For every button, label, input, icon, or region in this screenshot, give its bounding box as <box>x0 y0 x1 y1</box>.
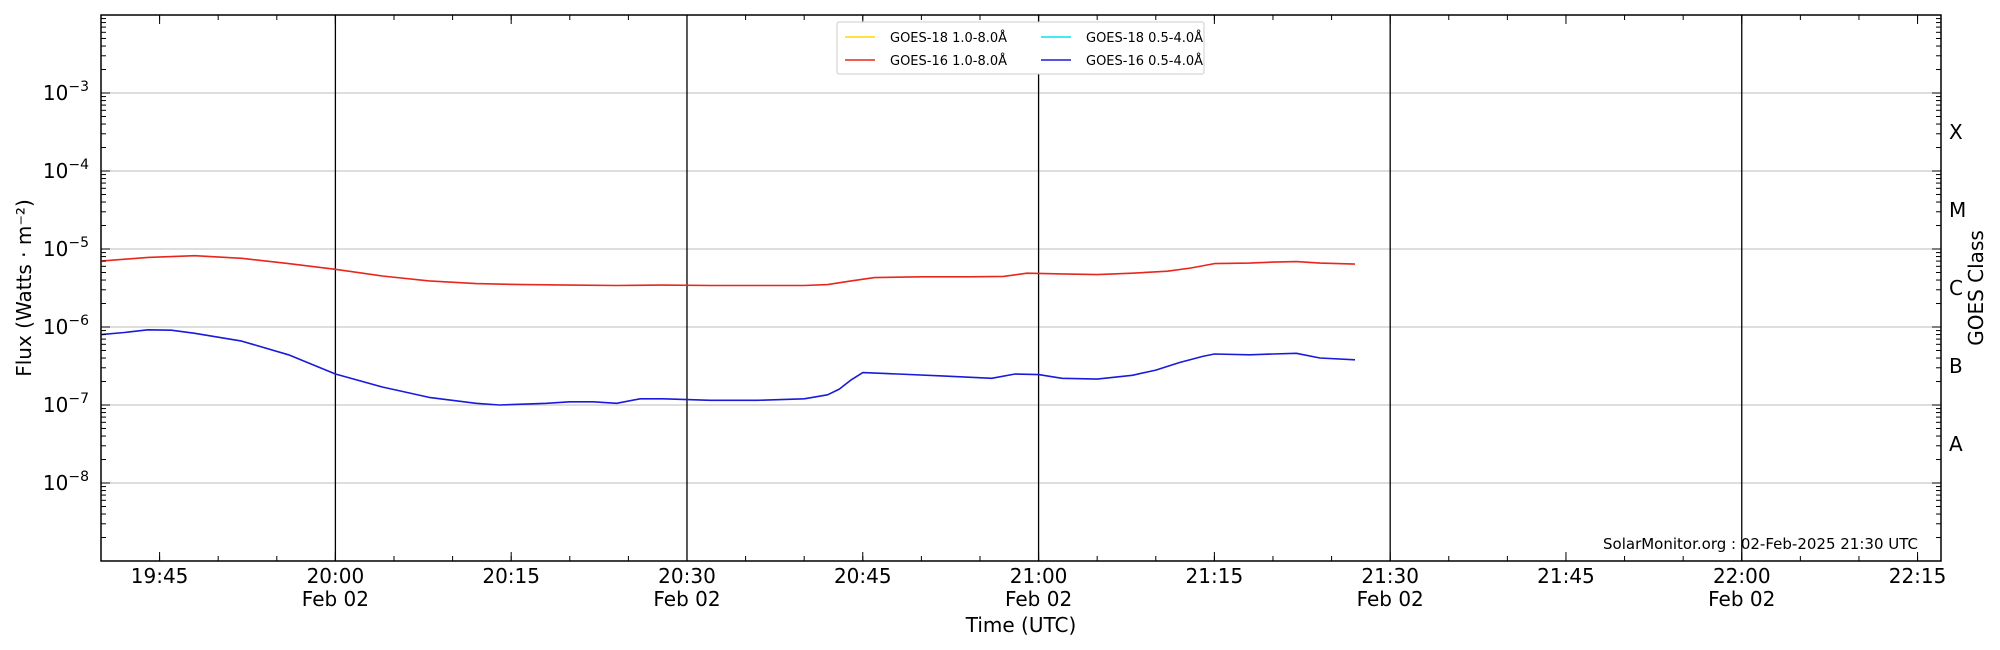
goes-class-m: M <box>1949 198 1966 222</box>
goes-class-a: A <box>1949 432 1963 456</box>
x-tick-date: Feb 02 <box>302 587 369 611</box>
x-axis-title: Time (UTC) <box>965 613 1077 637</box>
x-tick-date: Feb 02 <box>1357 587 1424 611</box>
x-tick-label: 20:30 <box>658 564 716 588</box>
y2-axis-title: GOES Class <box>1964 230 1988 346</box>
x-tick-date: Feb 02 <box>1708 587 1775 611</box>
credit-text: SolarMonitor.org : 02-Feb-2025 21:30 UTC <box>1603 535 1918 553</box>
goes-class-b: B <box>1949 354 1963 378</box>
legend-label-1: GOES-16 1.0-8.0Å <box>890 53 1007 69</box>
y-tick-label: 10−8 <box>43 469 89 495</box>
y-tick-label: 10−3 <box>43 79 89 105</box>
goes-class-x: X <box>1949 120 1963 144</box>
time-lines <box>335 15 1741 561</box>
x-tick-date: Feb 02 <box>1005 587 1072 611</box>
x-tick-label: 22:00 <box>1713 564 1771 588</box>
goes-class-c: C <box>1949 276 1963 300</box>
series-line-1 <box>101 256 1355 286</box>
x-tick-label: 21:30 <box>1361 564 1419 588</box>
y-tick-label: 10−7 <box>43 391 89 417</box>
legend-label-2: GOES-18 0.5-4.0Å <box>1086 30 1203 46</box>
x-tick-label: 20:15 <box>482 564 540 588</box>
legend-label-0: GOES-18 1.0-8.0Å <box>890 30 1007 46</box>
y-tick-label: 10−5 <box>43 235 89 261</box>
legend-label-3: GOES-16 0.5-4.0Å <box>1086 53 1203 69</box>
y-tick-labels: 10−3 10−4 10−5 10−6 10−7 10−8 <box>43 79 89 495</box>
legend: GOES-18 1.0-8.0Å GOES-16 1.0-8.0Å GOES-18 … <box>837 22 1204 74</box>
x-tick-label: 21:15 <box>1186 564 1244 588</box>
grid <box>101 93 1941 483</box>
x-tick-date: Feb 02 <box>653 587 720 611</box>
y-axis-title: Flux (Watts · m⁻²) <box>12 199 36 377</box>
x-tick-label: 21:00 <box>1010 564 1068 588</box>
x-tick-label: 20:00 <box>307 564 365 588</box>
x-tick-label: 21:45 <box>1537 564 1595 588</box>
axis-ticks <box>101 15 1941 561</box>
x-tick-label: 20:45 <box>834 564 892 588</box>
plot-frame <box>101 15 1941 561</box>
series-line-3 <box>101 330 1355 405</box>
series-group <box>101 256 1355 405</box>
y-tick-label: 10−4 <box>43 157 89 183</box>
y-tick-label: 10−6 <box>43 313 89 339</box>
x-tick-label: 19:45 <box>131 564 189 588</box>
x-tick-label: 22:15 <box>1889 564 1947 588</box>
